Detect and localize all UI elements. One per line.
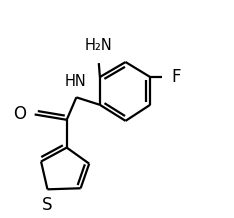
Text: HN: HN [64,74,86,89]
Text: F: F [172,68,181,86]
Text: O: O [13,106,26,123]
Text: H₂N: H₂N [85,39,113,53]
Text: S: S [42,196,53,214]
